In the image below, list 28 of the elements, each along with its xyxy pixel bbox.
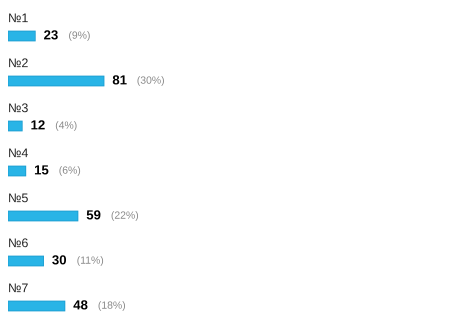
text: (30%) <box>137 76 164 86</box>
y-tick-label: №3 <box>9 103 28 112</box>
annotation: (9%) <box>69 31 90 41</box>
bar <box>8 76 104 86</box>
y-tick-label: №4 <box>9 148 28 158</box>
bar <box>8 210 78 222</box>
annotation: (4%) <box>56 121 77 131</box>
bar <box>8 30 36 42</box>
data-label: 30 <box>52 255 66 265</box>
bar <box>8 300 66 312</box>
data-label: 23 <box>44 30 58 40</box>
y-tick-label: №2 <box>9 58 28 68</box>
bar <box>8 256 44 266</box>
bar <box>8 120 23 132</box>
text: (22%) <box>112 211 138 221</box>
data-label: 12 <box>31 120 45 130</box>
y-tick-label: №7 <box>9 284 28 292</box>
data-label: 81 <box>112 75 127 85</box>
annotation: (6%) <box>59 166 80 176</box>
bar <box>8 166 26 176</box>
data-label: 59 <box>86 210 100 220</box>
y-tick-label: №6 <box>9 238 28 248</box>
data-label: 48 <box>73 300 88 310</box>
annotation: (18%) <box>98 301 126 311</box>
y-tick-label: №1 <box>9 14 28 22</box>
data-label: 15 <box>34 165 48 175</box>
y-tick-label: №5 <box>9 194 28 202</box>
annotation: (11%) <box>77 256 104 266</box>
